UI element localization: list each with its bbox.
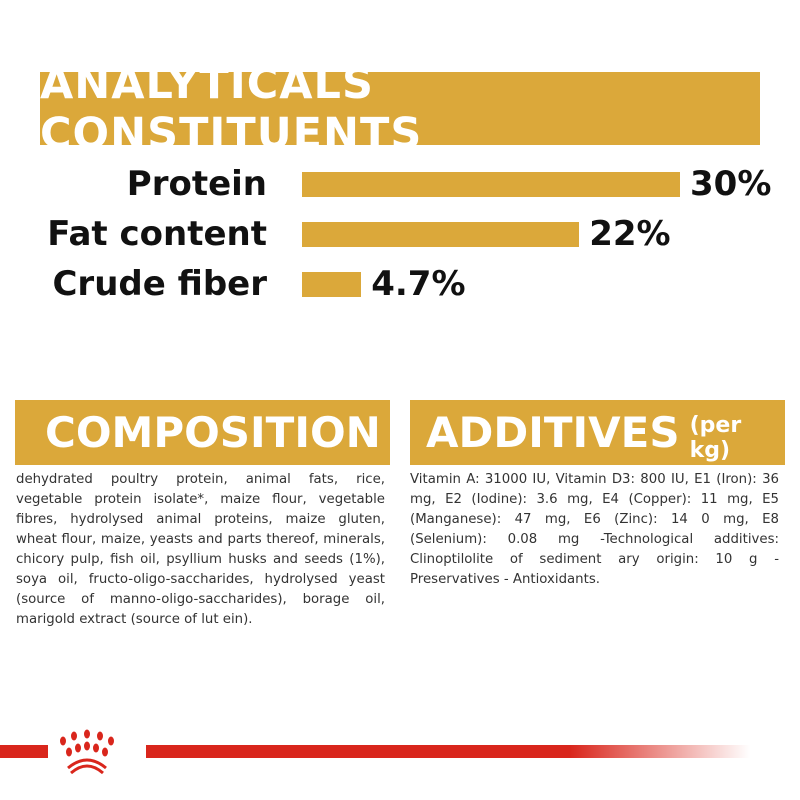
protein-bar [302, 172, 680, 197]
fiber-bar [302, 272, 362, 297]
protein-value: 30% [690, 164, 772, 204]
composition-text: dehydrated poultry protein, animal fats,… [16, 472, 385, 627]
fat-value: 22% [589, 214, 671, 254]
analyticals-header: ANALYTICALS CONSTITUENTS [40, 59, 760, 159]
fiber-value: 4.7% [371, 264, 466, 304]
additives-header: ADDITIVES (per kg) [410, 400, 785, 465]
protein-label: Protein [126, 164, 267, 204]
footer-red-line [0, 745, 750, 758]
additives-unit: (per kg) [689, 412, 742, 463]
fat-label: Fat content [47, 214, 267, 254]
royal-canin-crown-icon [48, 727, 146, 779]
fiber-label: Crude fiber [52, 264, 267, 304]
composition-header: COMPOSITION [15, 400, 390, 465]
fat-bar [302, 222, 580, 247]
additives-title: ADDITIVES [426, 408, 680, 457]
additives-text: Vitamin A: 31000 IU, Vitamin D3: 800 IU,… [410, 472, 779, 587]
